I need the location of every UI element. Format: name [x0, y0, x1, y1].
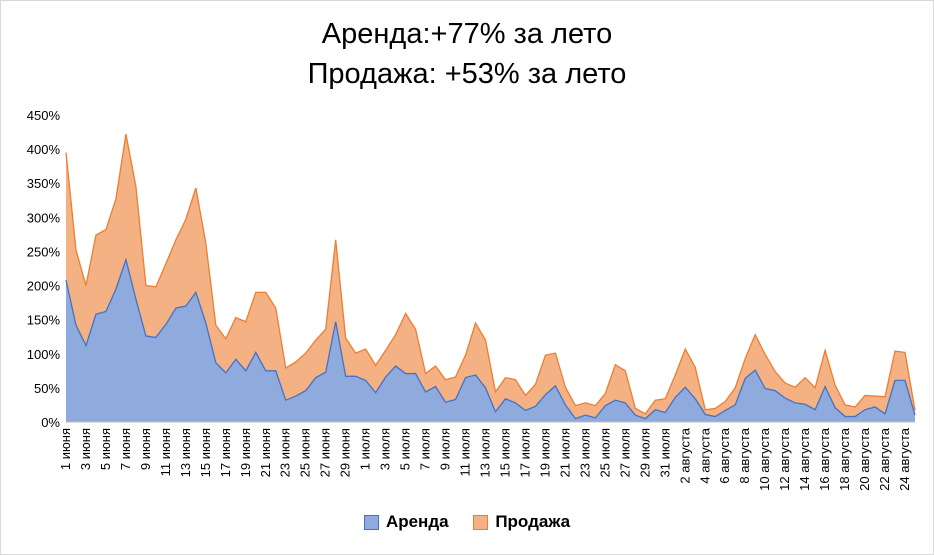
x-tick-label: 13 июня — [178, 428, 193, 477]
legend-item-arenda: Аренда — [363, 512, 449, 532]
x-tick-label: 4 августа — [697, 427, 712, 483]
series-prodazha-area — [66, 134, 915, 419]
series-arenda-line — [65, 257, 916, 420]
x-tick-label: 21 июля — [557, 428, 572, 477]
y-tick-label: 100% — [27, 347, 61, 362]
x-tick-label: 1 июня — [58, 428, 73, 470]
legend: Аренда Продажа — [0, 512, 934, 535]
x-tick-label: 19 июня — [238, 428, 253, 477]
x-tick-label: 11 июля — [458, 428, 473, 476]
legend-label-arenda: Аренда — [385, 512, 449, 531]
x-tick-label: 15 июля — [497, 428, 512, 477]
y-tick-label: 50% — [34, 381, 60, 396]
series-arenda-area — [66, 259, 915, 422]
x-tick-label: 7 июля — [418, 428, 433, 470]
x-tick-label: 27 июня — [318, 428, 333, 477]
legend-swatch-prodazha — [473, 514, 489, 530]
x-tick-label: 5 июня — [98, 428, 113, 470]
y-tick-label: 200% — [27, 279, 61, 294]
x-tick-label: 11 июня — [158, 428, 173, 476]
x-tick-label: 3 июля — [378, 428, 393, 470]
x-tick-label: 18 августа — [837, 427, 852, 491]
x-tick-label: 9 июня — [138, 428, 153, 470]
x-tick-label: 23 июня — [278, 428, 293, 477]
x-tick-label: 25 июня — [298, 428, 313, 477]
chart-title-line-2: Продажа: +53% за лето — [307, 58, 627, 90]
x-tick-label: 16 августа — [817, 427, 832, 491]
x-tick-label: 8 августа — [737, 427, 752, 483]
x-tick-label: 21 июня — [258, 428, 273, 477]
x-tick-label: 29 июня — [338, 428, 353, 477]
chart-title: Аренда:+77% за лето Продажа: +53% за лет… — [0, 14, 934, 94]
x-tick-label: 19 июля — [537, 428, 552, 477]
x-tick-label: 10 августа — [757, 427, 772, 491]
x-tick-label: 20 августа — [857, 427, 872, 491]
y-tick-label: 400% — [27, 142, 61, 157]
y-tick-label: 350% — [27, 176, 61, 191]
x-tick-label: 23 июля — [577, 428, 592, 477]
x-tick-label: 6 августа — [717, 427, 732, 483]
x-tick-label: 27 июля — [617, 428, 632, 477]
series-prodazha-line — [65, 133, 916, 415]
x-tick-label: 17 июля — [517, 428, 532, 477]
x-tick-label: 14 августа — [797, 427, 812, 491]
x-tick-label: 22 августа — [877, 427, 892, 491]
y-tick-label: 250% — [27, 244, 61, 259]
y-tick-label: 450% — [27, 108, 61, 123]
x-tick-label: 3 июня — [78, 428, 93, 470]
legend-swatch-arenda — [363, 514, 379, 530]
x-tick-label: 5 июля — [398, 428, 413, 470]
x-tick-label: 9 июля — [438, 428, 453, 470]
y-tick-label: 0% — [41, 415, 60, 430]
x-tick-label: 12 августа — [777, 427, 792, 491]
x-tick-label: 2 августа — [677, 427, 692, 483]
x-tick-label: 24 августа — [897, 427, 912, 491]
y-tick-label: 300% — [27, 210, 61, 225]
chart-title-line-1: Аренда:+77% за лето — [321, 18, 613, 50]
x-tick-label: 7 июня — [118, 428, 133, 470]
x-tick-label: 31 июля — [657, 428, 672, 477]
x-tick-label: 29 июля — [637, 428, 652, 477]
x-tick-label: 1 июля — [358, 428, 373, 470]
x-tick-label: 25 июля — [597, 428, 612, 477]
legend-item-prodazha: Продажа — [473, 512, 570, 532]
x-tick-label: 13 июля — [478, 428, 493, 477]
y-tick-label: 150% — [27, 313, 61, 328]
x-tick-label: 17 июня — [218, 428, 233, 477]
x-tick-label: 15 июня — [198, 428, 213, 477]
legend-label-prodazha: Продажа — [495, 512, 571, 531]
